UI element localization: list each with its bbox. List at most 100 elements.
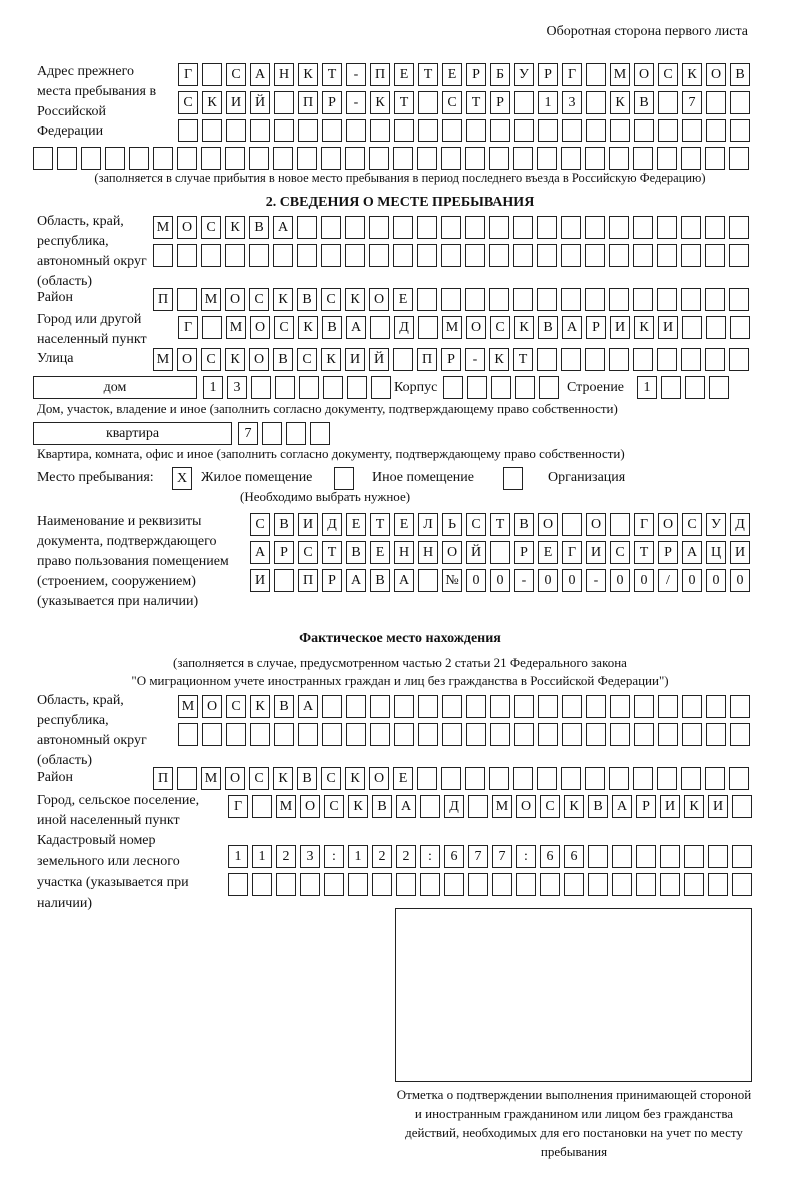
char-cell[interactable] (729, 147, 749, 170)
char-cell[interactable] (685, 376, 705, 399)
char-cell[interactable]: 0 (706, 569, 726, 592)
char-cell[interactable]: Р (636, 795, 656, 818)
char-cell[interactable] (681, 147, 701, 170)
char-cell[interactable] (370, 316, 390, 339)
char-cell[interactable] (706, 316, 726, 339)
char-cell[interactable] (201, 244, 221, 267)
char-cell[interactable] (516, 873, 536, 896)
char-cell[interactable] (732, 795, 752, 818)
char-cell[interactable] (684, 873, 704, 896)
char-cell[interactable]: К (298, 63, 318, 86)
char-cell[interactable] (417, 147, 437, 170)
char-cell[interactable] (490, 541, 510, 564)
char-cell[interactable] (274, 119, 294, 142)
char-cell[interactable]: 3 (300, 845, 320, 868)
char-cell[interactable]: О (369, 767, 389, 790)
char-cell[interactable] (490, 119, 510, 142)
char-cell[interactable] (658, 119, 678, 142)
char-cell[interactable] (441, 767, 461, 790)
char-cell[interactable] (491, 376, 511, 399)
char-cell[interactable]: 6 (564, 845, 584, 868)
char-cell[interactable]: О (177, 216, 197, 239)
char-cell[interactable] (634, 695, 654, 718)
char-cell[interactable] (468, 873, 488, 896)
char-cell[interactable] (298, 119, 318, 142)
char-cell[interactable]: Н (418, 541, 438, 564)
char-cell[interactable]: К (298, 316, 318, 339)
char-cell[interactable]: Ь (442, 513, 462, 536)
char-cell[interactable] (561, 244, 581, 267)
char-cell[interactable] (420, 873, 440, 896)
char-cell[interactable]: П (298, 569, 318, 592)
char-cell[interactable]: Т (466, 91, 486, 114)
char-cell[interactable] (729, 288, 749, 311)
char-cell[interactable] (537, 244, 557, 267)
char-cell[interactable] (681, 767, 701, 790)
char-cell[interactable]: С (321, 288, 341, 311)
char-cell[interactable] (682, 119, 702, 142)
char-cell[interactable]: П (153, 767, 173, 790)
char-cell[interactable] (660, 873, 680, 896)
char-cell[interactable] (202, 63, 222, 86)
char-cell[interactable] (609, 244, 629, 267)
char-cell[interactable]: Н (274, 63, 294, 86)
char-cell[interactable]: Т (322, 63, 342, 86)
char-cell[interactable]: А (298, 695, 318, 718)
char-cell[interactable]: Р (466, 63, 486, 86)
char-cell[interactable] (420, 795, 440, 818)
char-cell[interactable]: С (249, 767, 269, 790)
char-cell[interactable] (324, 873, 344, 896)
char-cell[interactable]: К (273, 288, 293, 311)
char-cell[interactable]: Г (178, 316, 198, 339)
char-cell[interactable]: М (226, 316, 246, 339)
char-cell[interactable]: О (250, 316, 270, 339)
char-cell[interactable]: К (348, 795, 368, 818)
char-cell[interactable]: О (369, 288, 389, 311)
char-cell[interactable] (657, 244, 677, 267)
char-cell[interactable] (661, 376, 681, 399)
char-cell[interactable] (297, 244, 317, 267)
char-cell[interactable] (369, 147, 389, 170)
char-cell[interactable] (417, 216, 437, 239)
char-cell[interactable]: О (538, 513, 558, 536)
char-cell[interactable] (538, 695, 558, 718)
char-cell[interactable] (225, 244, 245, 267)
char-cell[interactable]: - (346, 63, 366, 86)
char-cell[interactable] (57, 147, 77, 170)
char-cell[interactable]: 1 (203, 376, 223, 399)
char-cell[interactable] (418, 569, 438, 592)
char-cell[interactable] (513, 288, 533, 311)
char-cell[interactable] (417, 244, 437, 267)
char-cell[interactable] (466, 723, 486, 746)
char-cell[interactable] (322, 119, 342, 142)
char-cell[interactable] (177, 288, 197, 311)
char-cell[interactable]: П (298, 91, 318, 114)
char-cell[interactable] (588, 845, 608, 868)
char-cell[interactable] (681, 244, 701, 267)
char-cell[interactable]: С (490, 316, 510, 339)
char-cell[interactable] (321, 147, 341, 170)
char-cell[interactable]: - (465, 348, 485, 371)
char-cell[interactable]: Т (322, 541, 342, 564)
char-cell[interactable] (561, 288, 581, 311)
char-cell[interactable]: О (249, 348, 269, 371)
char-cell[interactable]: 7 (468, 845, 488, 868)
char-cell[interactable] (298, 723, 318, 746)
char-cell[interactable] (705, 244, 725, 267)
char-cell[interactable] (345, 244, 365, 267)
char-cell[interactable] (537, 147, 557, 170)
char-cell[interactable] (322, 723, 342, 746)
char-cell[interactable]: 1 (252, 845, 272, 868)
char-cell[interactable] (275, 376, 295, 399)
char-cell[interactable]: О (466, 316, 486, 339)
char-cell[interactable] (442, 695, 462, 718)
char-cell[interactable]: К (682, 63, 702, 86)
char-cell[interactable] (370, 723, 390, 746)
char-cell[interactable]: С (274, 316, 294, 339)
char-cell[interactable] (634, 723, 654, 746)
char-cell[interactable] (299, 376, 319, 399)
char-cell[interactable] (226, 723, 246, 746)
char-cell[interactable]: Р (514, 541, 534, 564)
char-cell[interactable] (33, 147, 53, 170)
char-cell[interactable] (609, 288, 629, 311)
